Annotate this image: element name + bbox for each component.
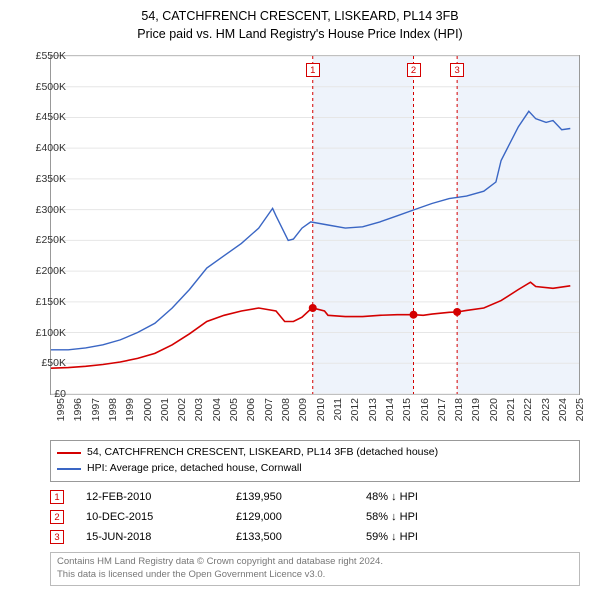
sale-hpi-diff: 59% ↓ HPI: [366, 531, 580, 543]
x-tick-label: 2015: [401, 398, 413, 421]
sale-marker-badge: 3: [450, 63, 464, 77]
sale-marker-badge: 1: [306, 63, 320, 77]
y-tick-label: £400K: [36, 142, 66, 154]
sale-date: 12-FEB-2010: [86, 491, 236, 503]
legend: 54, CATCHFRENCH CRESCENT, LISKEARD, PL14…: [50, 440, 580, 482]
sale-price: £139,950: [236, 491, 366, 503]
x-tick-label: 2003: [193, 398, 205, 421]
legend-label-property: 54, CATCHFRENCH CRESCENT, LISKEARD, PL14…: [87, 445, 438, 461]
sale-marker-badge: 2: [407, 63, 421, 77]
x-tick-label: 2017: [436, 398, 448, 421]
footer-line1: Contains HM Land Registry data © Crown c…: [57, 556, 573, 569]
x-tick-label: 2011: [332, 398, 344, 421]
sale-date: 10-DEC-2015: [86, 511, 236, 523]
x-tick-label: 1997: [90, 398, 102, 421]
y-tick-label: £300K: [36, 204, 66, 216]
x-tick-label: 2012: [349, 398, 361, 421]
y-tick-label: £200K: [36, 265, 66, 277]
sale-row: 3 15-JUN-2018£133,50059% ↓ HPI: [50, 527, 580, 547]
title-block: 54, CATCHFRENCH CRESCENT, LISKEARD, PL14…: [0, 0, 600, 43]
sale-hpi-diff: 48% ↓ HPI: [366, 491, 580, 503]
y-tick-label: £350K: [36, 173, 66, 185]
x-tick-label: 1999: [124, 398, 136, 421]
chart-container: 54, CATCHFRENCH CRESCENT, LISKEARD, PL14…: [0, 0, 600, 590]
title-line2: Price paid vs. HM Land Registry's House …: [0, 26, 600, 44]
legend-row-property: 54, CATCHFRENCH CRESCENT, LISKEARD, PL14…: [57, 445, 573, 461]
x-tick-label: 2000: [142, 398, 154, 421]
x-tick-label: 2010: [315, 398, 327, 421]
legend-swatch-property: [57, 452, 81, 454]
sale-marker-icon: 1: [50, 490, 64, 504]
x-tick-label: 1996: [72, 398, 84, 421]
y-tick-label: £50K: [41, 357, 66, 369]
x-tick-label: 1998: [107, 398, 119, 421]
sale-marker-icon: 2: [50, 510, 64, 524]
legend-label-hpi: HPI: Average price, detached house, Corn…: [87, 461, 302, 477]
x-tick-label: 2018: [453, 398, 465, 421]
x-tick-label: 2001: [159, 398, 171, 421]
sale-row: 2 10-DEC-2015£129,00058% ↓ HPI: [50, 507, 580, 527]
sales-table: 1 12-FEB-2010£139,95048% ↓ HPI 2 10-DEC-201…: [50, 487, 580, 547]
x-tick-label: 2014: [384, 398, 396, 421]
x-tick-label: 2013: [367, 398, 379, 421]
x-tick-label: 2019: [470, 398, 482, 421]
legend-swatch-hpi: [57, 468, 81, 470]
y-tick-label: £100K: [36, 327, 66, 339]
sale-price: £133,500: [236, 531, 366, 543]
x-tick-label: 2005: [228, 398, 240, 421]
x-tick-label: 2020: [488, 398, 500, 421]
title-line1: 54, CATCHFRENCH CRESCENT, LISKEARD, PL14…: [0, 8, 600, 26]
x-tick-label: 2025: [574, 398, 586, 421]
sale-price: £129,000: [236, 511, 366, 523]
x-tick-label: 2002: [176, 398, 188, 421]
x-tick-label: 2021: [505, 398, 517, 421]
footer-attribution: Contains HM Land Registry data © Crown c…: [50, 552, 580, 586]
x-tick-label: 2004: [211, 398, 223, 421]
y-tick-label: £150K: [36, 296, 66, 308]
sale-hpi-diff: 58% ↓ HPI: [366, 511, 580, 523]
chart-svg: [51, 56, 579, 394]
sale-row: 1 12-FEB-2010£139,95048% ↓ HPI: [50, 487, 580, 507]
legend-row-hpi: HPI: Average price, detached house, Corn…: [57, 461, 573, 477]
chart-plot-area: [50, 55, 580, 395]
y-tick-label: £450K: [36, 111, 66, 123]
x-tick-label: 2024: [557, 398, 569, 421]
sale-marker-icon: 3: [50, 530, 64, 544]
sale-date: 15-JUN-2018: [86, 531, 236, 543]
x-tick-label: 2016: [419, 398, 431, 421]
x-tick-label: 2006: [245, 398, 257, 421]
x-tick-label: 1995: [55, 398, 67, 421]
y-tick-label: £250K: [36, 234, 66, 246]
x-tick-label: 2009: [297, 398, 309, 421]
x-tick-label: 2008: [280, 398, 292, 421]
y-tick-label: £550K: [36, 50, 66, 62]
footer-line2: This data is licensed under the Open Gov…: [57, 569, 573, 582]
x-tick-label: 2007: [263, 398, 275, 421]
y-tick-label: £500K: [36, 81, 66, 93]
x-tick-label: 2023: [540, 398, 552, 421]
x-tick-label: 2022: [522, 398, 534, 421]
